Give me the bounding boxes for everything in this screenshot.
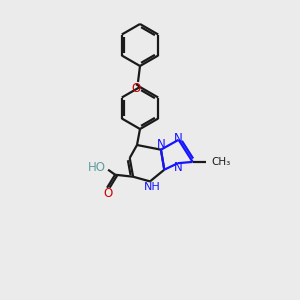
Text: NH: NH — [144, 182, 160, 192]
Text: N: N — [173, 161, 182, 174]
Text: CH₃: CH₃ — [212, 157, 231, 167]
Text: O: O — [103, 187, 113, 200]
Text: N: N — [174, 132, 183, 145]
Text: O: O — [131, 82, 141, 95]
Text: HO: HO — [88, 161, 106, 174]
Text: N: N — [157, 138, 165, 151]
